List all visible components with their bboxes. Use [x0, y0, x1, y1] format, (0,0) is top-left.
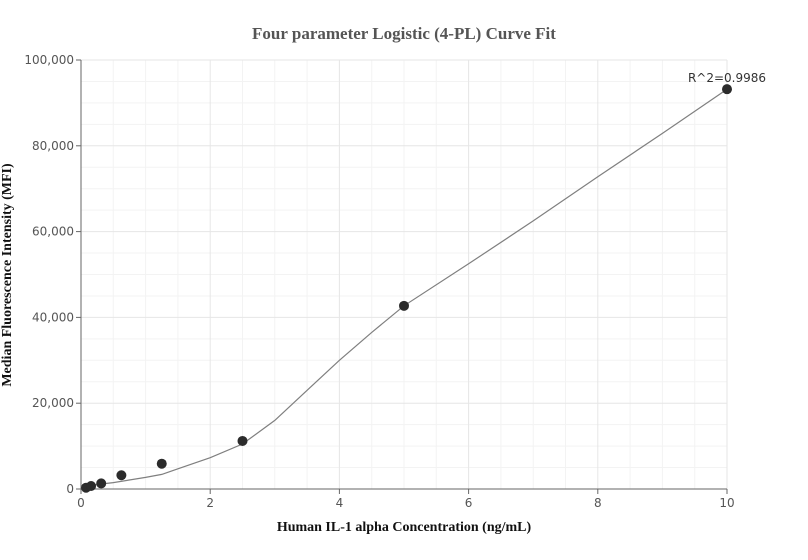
y-tick-label: 40,000 [32, 310, 74, 324]
series-lines [80, 88, 728, 487]
y-tick-label: 80,000 [32, 139, 74, 153]
r-squared-annotation: R^2=0.9986 [688, 71, 766, 85]
x-tick-label: 10 [719, 496, 734, 510]
data-point [156, 458, 167, 469]
x-tick-label: 6 [465, 496, 473, 510]
y-tick-label: 0 [66, 482, 74, 496]
x-tick-label: 4 [336, 496, 344, 510]
y-tick-label: 60,000 [32, 225, 74, 239]
y-axis-title: Median Fluorescence Intensity (MFI) [0, 163, 15, 387]
grid [81, 59, 728, 489]
data-point [399, 300, 409, 311]
x-tick-label: 8 [594, 496, 602, 510]
y-tick-label: 100,000 [24, 53, 74, 67]
ticks: 0 2 4 6 8 10 0 20,000 40,000 60,000 80,000 100,000 [24, 53, 734, 510]
x-axis-title: Human IL-1 alpha Concentration (ng/mL) [277, 520, 532, 535]
x-tick-label: 2 [206, 496, 214, 510]
axes [80, 60, 727, 490]
chart-title: Four parameter Logistic (4-PL) Curve Fit [252, 24, 556, 43]
fit-curve-line [80, 88, 728, 487]
data-point [86, 480, 97, 491]
x-tick-label: 0 [77, 496, 85, 510]
data-point [237, 435, 248, 446]
y-tick-label: 20,000 [32, 396, 74, 410]
series-points [81, 84, 732, 493]
data-point [96, 478, 107, 489]
data-point [116, 470, 127, 481]
data-point [722, 84, 732, 95]
